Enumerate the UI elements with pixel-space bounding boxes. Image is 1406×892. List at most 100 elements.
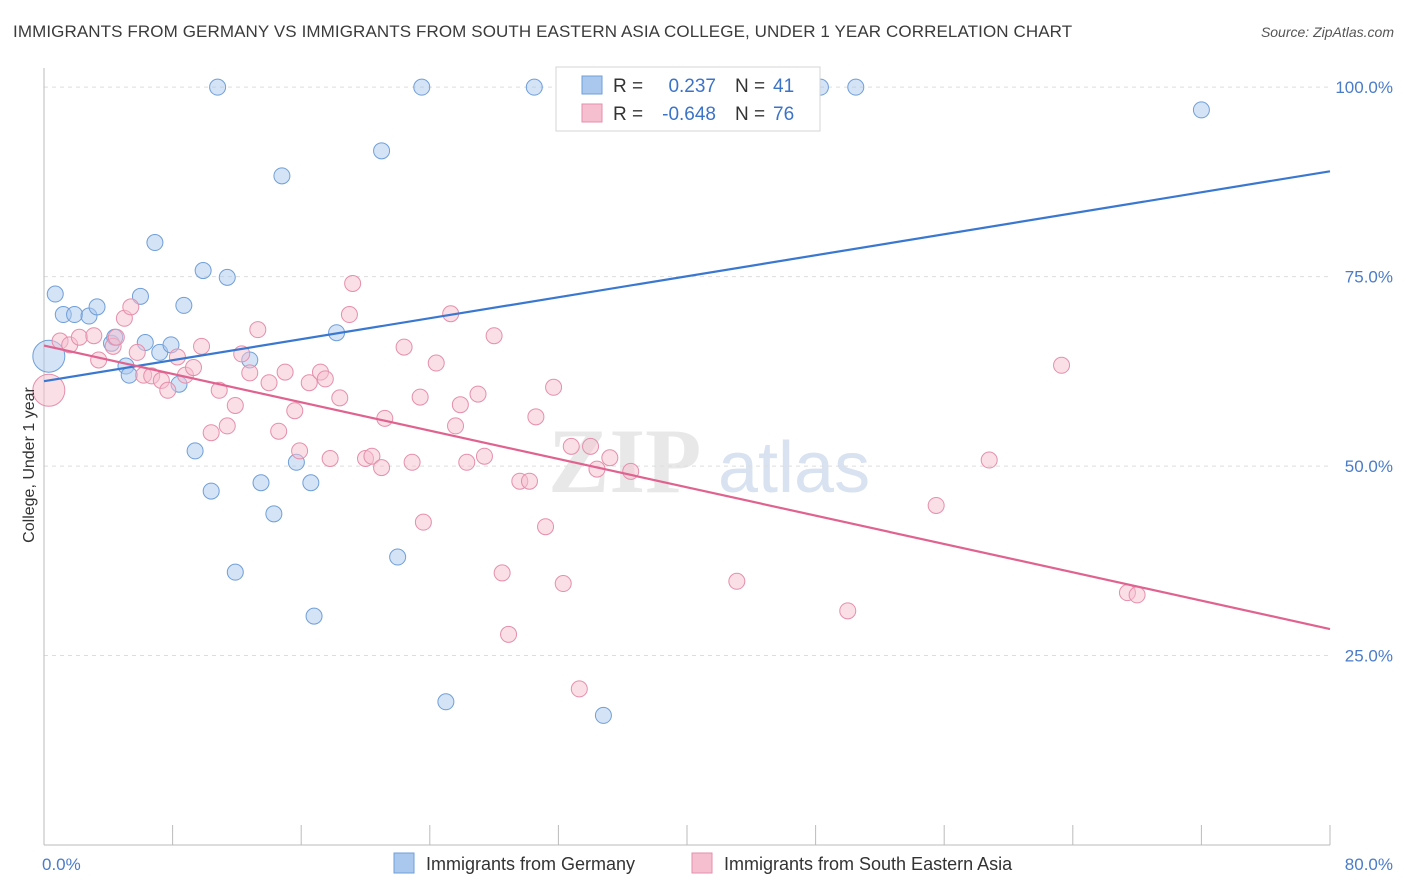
data-point — [226, 563, 244, 581]
data-point — [980, 451, 998, 469]
legend-r-label-sea: R = — [613, 104, 643, 125]
germany-points — [32, 78, 1210, 724]
legend-n-sea: 76 — [773, 104, 794, 125]
data-point — [413, 78, 431, 96]
data-point — [427, 354, 445, 372]
data-point — [389, 548, 407, 566]
bottom-legend-swatch-germany — [393, 852, 415, 874]
legend-swatch-germany — [581, 75, 603, 95]
data-point — [403, 453, 421, 471]
data-point — [601, 449, 619, 467]
data-point — [340, 306, 358, 324]
x-tick-label: 0.0% — [42, 855, 81, 874]
source-credit: Source: ZipAtlas.com — [1260, 24, 1394, 40]
legend-n-label-germany: N = — [735, 76, 765, 97]
legend-r-germany: 0.237 — [668, 76, 716, 97]
data-point — [562, 437, 580, 455]
legend-r-label-germany: R = — [613, 76, 643, 97]
data-point — [120, 366, 138, 384]
data-point — [218, 268, 236, 286]
data-point — [85, 327, 103, 345]
data-point — [475, 447, 493, 465]
legend-n-label-sea: N = — [735, 104, 765, 125]
y-tick-label: 75.0% — [1345, 268, 1393, 287]
data-point — [186, 442, 204, 460]
bottom-legend-sea: Immigrants from South Eastern Asia — [724, 854, 1013, 874]
data-point — [249, 321, 267, 339]
data-point — [331, 389, 349, 407]
data-point — [500, 625, 518, 643]
data-point — [458, 453, 476, 471]
data-point — [537, 518, 555, 536]
legend-n-germany: 41 — [773, 76, 794, 97]
data-point — [451, 396, 469, 414]
data-point — [395, 338, 413, 356]
data-point — [525, 78, 543, 96]
data-point — [66, 306, 84, 324]
data-point — [493, 564, 511, 582]
trend-lines — [43, 170, 1331, 631]
data-point — [209, 78, 227, 96]
data-point — [193, 337, 211, 355]
data-point — [88, 298, 106, 316]
data-point — [252, 474, 270, 492]
data-point — [32, 373, 66, 407]
y-tick-label: 100.0% — [1335, 78, 1393, 97]
data-point — [241, 364, 259, 382]
data-point — [728, 572, 746, 590]
data-point — [107, 328, 125, 346]
axes — [43, 68, 1331, 846]
legend-swatch-sea — [581, 103, 603, 123]
data-point — [70, 328, 88, 346]
data-point — [447, 417, 465, 435]
data-point — [300, 374, 318, 392]
data-point — [321, 450, 339, 467]
data-point — [469, 385, 487, 403]
data-point — [273, 167, 291, 185]
data-point — [260, 374, 278, 392]
data-point — [927, 496, 945, 514]
data-point — [146, 234, 164, 252]
tick-labels: 25.0% 50.0% 75.0% 100.0% 0.0% 80.0% — [42, 78, 1393, 874]
y-axis-title: College, Under 1 year — [21, 387, 38, 543]
watermark-atlas: atlas — [718, 428, 870, 508]
data-point — [414, 513, 432, 531]
data-point — [159, 381, 177, 399]
legend-box: R = 0.237 N = 41 R = -0.648 N = 76 — [555, 66, 821, 132]
data-point — [168, 348, 186, 366]
data-point — [411, 388, 429, 406]
data-point — [265, 505, 283, 523]
data-point — [202, 424, 220, 442]
data-point — [485, 327, 503, 345]
data-point — [582, 437, 600, 455]
data-point — [184, 359, 202, 377]
data-point — [594, 706, 612, 724]
data-point — [1053, 356, 1071, 374]
data-point — [554, 575, 572, 593]
data-point — [122, 298, 140, 316]
data-point — [847, 78, 865, 96]
data-point — [373, 459, 391, 477]
data-point — [1192, 101, 1210, 119]
data-point — [1128, 586, 1146, 604]
legend-r-sea: -0.648 — [662, 104, 716, 125]
data-point — [270, 422, 288, 440]
data-point — [286, 402, 304, 420]
data-point — [373, 142, 391, 160]
data-point — [46, 285, 64, 303]
bottom-legend-germany: Immigrants from Germany — [426, 854, 635, 874]
data-point — [437, 693, 455, 711]
data-point — [302, 474, 320, 492]
y-tick-label: 25.0% — [1345, 647, 1393, 666]
bottom-legend: Immigrants from Germany Immigrants from … — [393, 852, 1013, 874]
data-point — [128, 343, 146, 361]
data-point — [202, 482, 220, 500]
data-point — [291, 442, 309, 460]
watermark-zip: ZIP — [548, 410, 701, 512]
germany-trend-line — [43, 170, 1331, 383]
data-point — [570, 680, 588, 698]
y-tick-label: 50.0% — [1345, 457, 1393, 476]
x-tick-label: 80.0% — [1345, 855, 1393, 874]
chart-title: IMMIGRANTS FROM GERMANY VS IMMIGRANTS FR… — [13, 22, 1073, 41]
